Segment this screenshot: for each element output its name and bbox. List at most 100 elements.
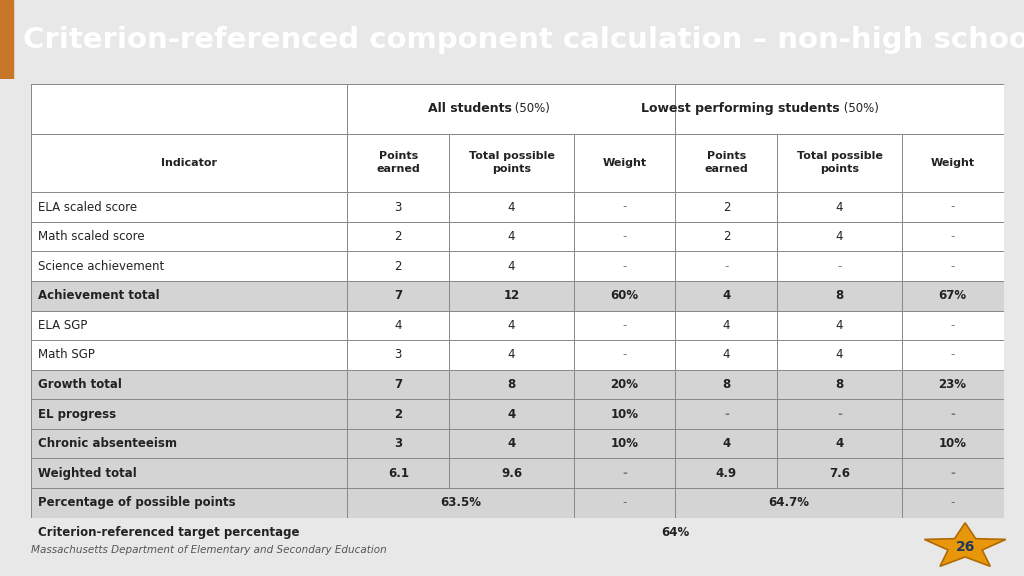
Bar <box>676 399 777 429</box>
Text: Criterion-referenced target percentage: Criterion-referenced target percentage <box>38 526 299 539</box>
Text: Points
earned: Points earned <box>705 151 749 175</box>
Text: -: - <box>838 260 842 272</box>
Bar <box>450 458 573 488</box>
Text: 7.6: 7.6 <box>829 467 850 480</box>
Text: 4: 4 <box>507 437 516 450</box>
Text: 63.5%: 63.5% <box>440 497 481 509</box>
Text: 4: 4 <box>508 260 515 272</box>
Text: (50%): (50%) <box>840 102 879 115</box>
Text: Chronic absenteeism: Chronic absenteeism <box>38 437 176 450</box>
Bar <box>573 370 676 399</box>
Bar <box>31 251 347 281</box>
Text: -: - <box>950 230 954 243</box>
Bar <box>31 429 347 458</box>
Bar <box>347 399 450 429</box>
Bar <box>777 399 902 429</box>
Bar <box>347 310 450 340</box>
Bar <box>902 488 1004 517</box>
Text: 4: 4 <box>723 348 730 361</box>
Bar <box>31 488 347 517</box>
Text: -: - <box>623 200 627 214</box>
Bar <box>450 222 573 251</box>
Bar <box>902 340 1004 370</box>
Bar <box>676 488 902 517</box>
Text: 10%: 10% <box>610 437 639 450</box>
Text: 67%: 67% <box>939 289 967 302</box>
Text: -: - <box>950 260 954 272</box>
Bar <box>777 340 902 370</box>
Text: -: - <box>950 497 954 509</box>
Text: 20%: 20% <box>610 378 639 391</box>
Text: -: - <box>623 497 627 509</box>
Text: -: - <box>623 467 627 480</box>
Bar <box>777 134 902 192</box>
Bar <box>0 0 13 79</box>
Text: ELA SGP: ELA SGP <box>38 319 87 332</box>
Bar <box>573 134 676 192</box>
Bar <box>902 134 1004 192</box>
Text: 12: 12 <box>504 289 519 302</box>
Text: 2: 2 <box>394 408 402 420</box>
Bar <box>777 429 902 458</box>
Bar <box>31 399 347 429</box>
Text: EL progress: EL progress <box>38 408 116 420</box>
Text: -: - <box>950 408 955 420</box>
Bar <box>347 517 1004 547</box>
Bar <box>777 458 902 488</box>
Text: -: - <box>837 408 842 420</box>
Bar <box>676 458 777 488</box>
Bar <box>31 281 347 310</box>
Text: 8: 8 <box>836 378 844 391</box>
Text: -: - <box>623 348 627 361</box>
Bar <box>777 222 902 251</box>
Text: 8: 8 <box>507 378 516 391</box>
Bar <box>347 134 450 192</box>
Bar <box>777 251 902 281</box>
Text: -: - <box>623 260 627 272</box>
Bar <box>31 192 347 222</box>
Bar <box>676 251 777 281</box>
Text: -: - <box>623 230 627 243</box>
Polygon shape <box>925 523 1006 566</box>
Text: Total possible
points: Total possible points <box>797 151 883 175</box>
Bar <box>676 310 777 340</box>
Bar <box>573 429 676 458</box>
Text: -: - <box>724 260 728 272</box>
Bar <box>573 458 676 488</box>
Bar <box>573 251 676 281</box>
Text: 3: 3 <box>394 437 402 450</box>
Bar <box>450 340 573 370</box>
Text: All students: All students <box>428 102 511 115</box>
Text: Growth total: Growth total <box>38 378 122 391</box>
Bar <box>573 281 676 310</box>
Bar <box>347 429 450 458</box>
Text: (50%): (50%) <box>511 102 550 115</box>
Text: Weight: Weight <box>602 158 646 168</box>
Bar <box>450 281 573 310</box>
Bar <box>450 134 573 192</box>
Text: 2: 2 <box>394 260 402 272</box>
Bar <box>676 192 777 222</box>
Bar <box>676 281 777 310</box>
Bar <box>347 192 450 222</box>
Bar <box>450 399 573 429</box>
Bar <box>347 222 450 251</box>
Text: Lowest performing students: Lowest performing students <box>641 102 840 115</box>
Bar <box>31 222 347 251</box>
Text: 4: 4 <box>836 437 844 450</box>
Bar <box>902 222 1004 251</box>
Text: Percentage of possible points: Percentage of possible points <box>38 497 236 509</box>
Bar <box>902 429 1004 458</box>
Text: 8: 8 <box>836 289 844 302</box>
Text: 4: 4 <box>508 200 515 214</box>
Bar <box>573 222 676 251</box>
Bar <box>676 429 777 458</box>
Bar <box>676 134 777 192</box>
Text: -: - <box>950 200 954 214</box>
Text: 4: 4 <box>836 200 843 214</box>
Bar <box>31 340 347 370</box>
Bar <box>902 399 1004 429</box>
Bar <box>31 134 347 192</box>
Text: -: - <box>724 408 729 420</box>
Text: Weighted total: Weighted total <box>38 467 136 480</box>
